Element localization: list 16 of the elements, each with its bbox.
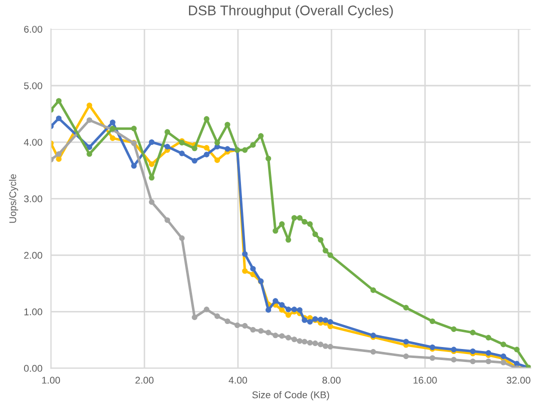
y-axis-title: Uops/Cycle	[9, 174, 18, 223]
y-tick-label: 2.00	[24, 252, 42, 259]
x-tick-label: 32.00	[506, 376, 530, 384]
x-axis-title: Size of Code (KB)	[252, 391, 330, 400]
x-tick-label: 1.00	[42, 376, 60, 384]
y-tick-label: 6.00	[24, 26, 42, 33]
y-tick-label: 3.00	[24, 195, 42, 202]
x-tick-label: 8.00	[322, 376, 341, 384]
y-tick-label: 5.00	[24, 82, 42, 90]
y-tick-label: 0.00	[24, 364, 42, 372]
chart-title: DSB Throughput (Overall Cycles)	[189, 5, 393, 18]
y-tick-label: 4.00	[24, 138, 42, 146]
x-tick-label: 2.00	[135, 376, 154, 384]
x-tick-label: 16.00	[414, 376, 437, 384]
y-tick-label: 1.00	[24, 308, 42, 316]
x-tick-label: 4.00	[228, 376, 248, 384]
